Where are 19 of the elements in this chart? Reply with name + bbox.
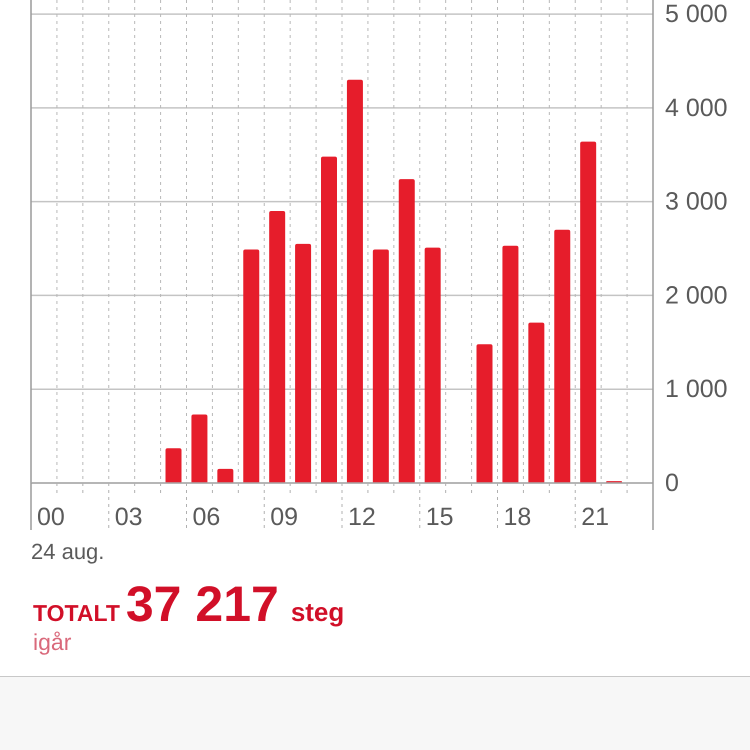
- text: TOTALT: [33, 600, 120, 626]
- y-tick-label: 3 000: [665, 188, 728, 216]
- x-tick-label: 03: [114, 503, 143, 531]
- y-tick-label: 0: [665, 469, 679, 497]
- y-tick-label: 4 000: [665, 94, 728, 122]
- x-tick-label: 06: [192, 503, 220, 531]
- x-tick-label: 18: [504, 503, 532, 531]
- text: 37 217: [126, 576, 279, 634]
- y-tick-label: 5 000: [665, 0, 728, 28]
- x-tick-label: 00: [37, 503, 65, 531]
- y-tick-label: 2 000: [665, 281, 728, 310]
- x-axis-title: 24 aug.: [31, 538, 104, 566]
- x-tick-label: 15: [426, 503, 454, 531]
- y-tick-label: 1 000: [665, 375, 728, 404]
- text: igår: [33, 628, 72, 657]
- x-tick-label: 09: [270, 503, 298, 531]
- x-tick-label: 12: [348, 503, 376, 531]
- x-tick-label: 21: [581, 503, 610, 531]
- text: steg: [290, 597, 344, 628]
